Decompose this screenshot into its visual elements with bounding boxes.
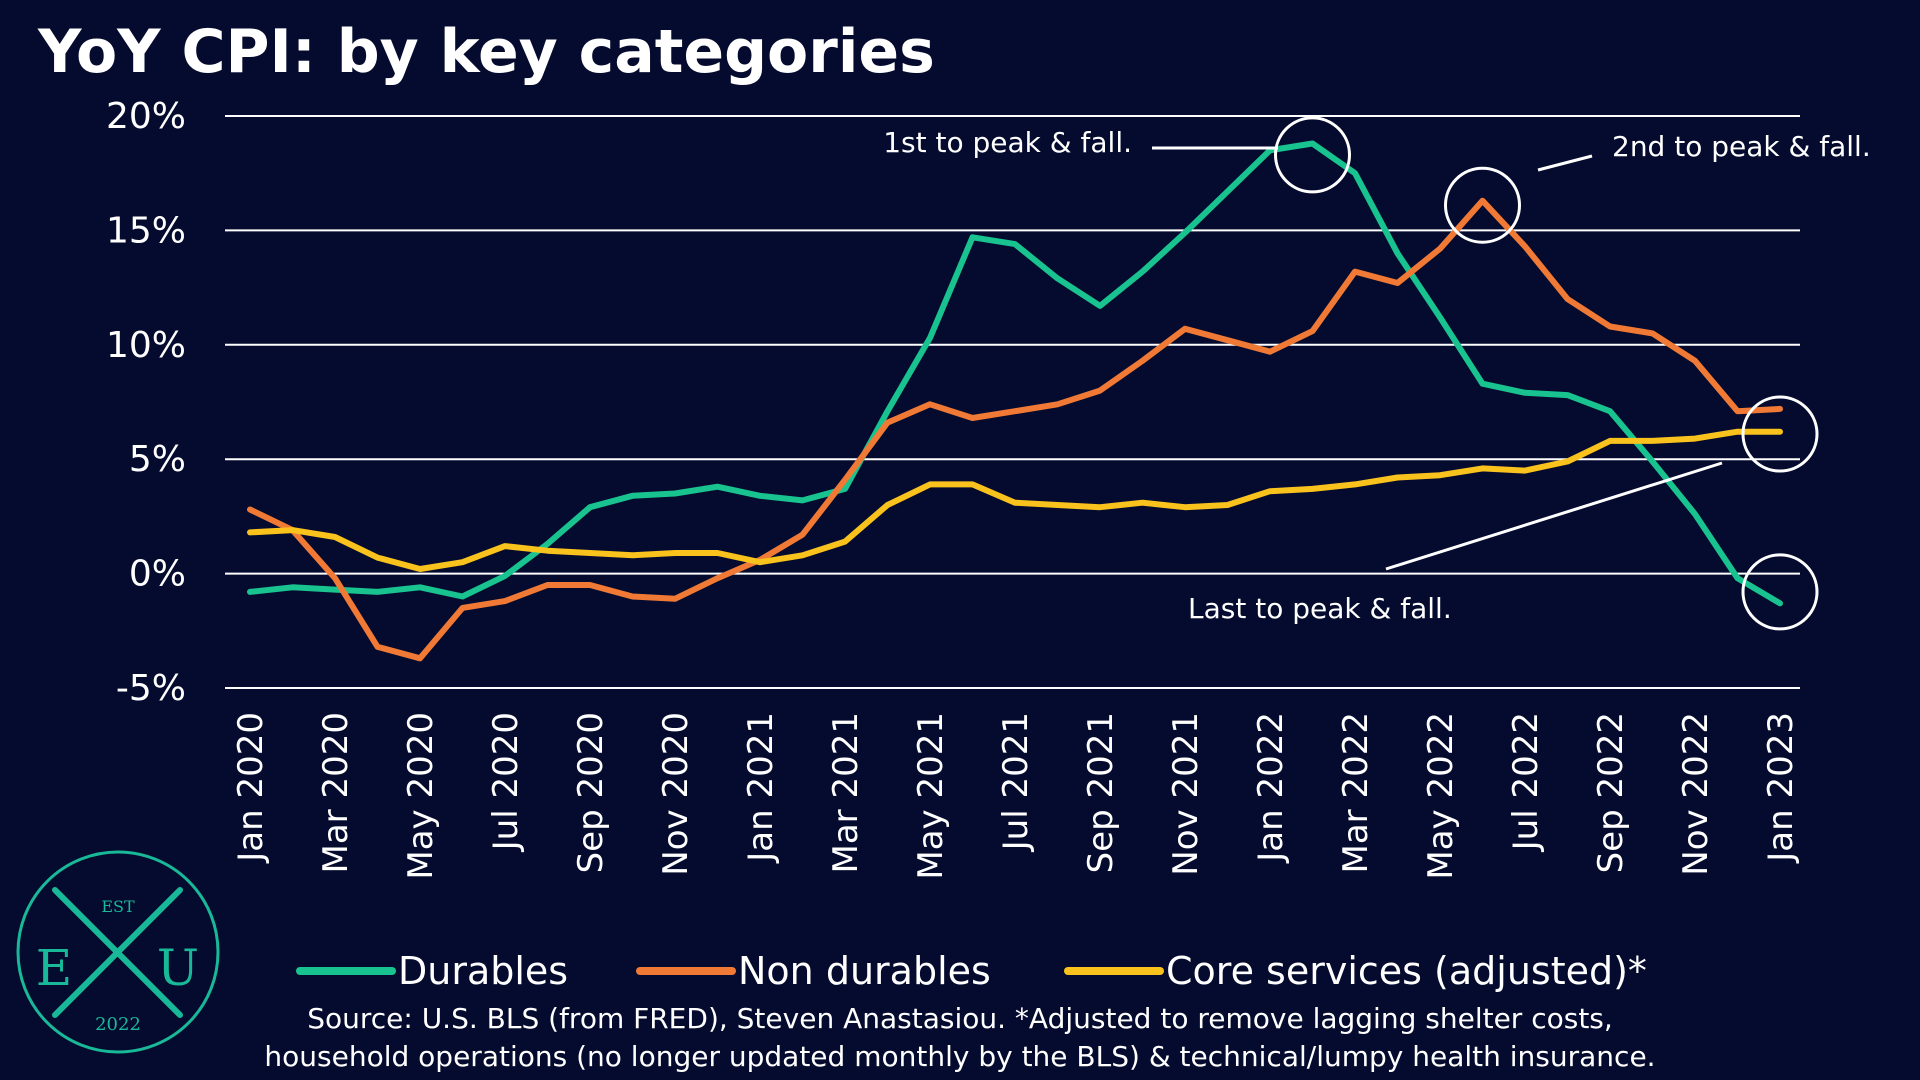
x-tick-label: May 2020 xyxy=(401,712,441,880)
x-tick-label: Sep 2021 xyxy=(1081,712,1121,873)
x-tick-label: Mar 2021 xyxy=(826,712,866,873)
logo: EST E U 2022 xyxy=(16,850,220,1054)
x-tick-label: Mar 2022 xyxy=(1336,712,1376,873)
x-tick-label: May 2022 xyxy=(1421,712,1461,880)
x-tick-label: Nov 2020 xyxy=(656,712,696,876)
annotation-circle-core-services-end xyxy=(1741,395,1819,473)
annotation-text-1st-peak: 1st to peak & fall. xyxy=(883,126,1132,159)
logo-cross-2 xyxy=(52,887,183,1018)
y-tick-label: 10% xyxy=(106,325,186,366)
x-tick-label: Mar 2020 xyxy=(316,712,356,873)
series-line-non-durables xyxy=(247,197,1783,662)
annotations: 1st to peak & fall. 2nd to peak & fall. La… xyxy=(883,116,1871,631)
series-line-core-services-adjusted xyxy=(247,428,1783,572)
logo-left-letter: E xyxy=(36,939,73,997)
x-tick-label: May 2021 xyxy=(911,712,951,880)
x-axis-ticks: Jan 2020 Mar 2020 May 2020 Jul 2020 Sep 2020… xyxy=(231,712,1801,880)
annotation-leader-2 xyxy=(1537,154,1593,172)
series-line-durables xyxy=(247,140,1783,607)
logo-top-text: EST xyxy=(101,897,135,916)
logo-year-text: 2022 xyxy=(95,1014,141,1035)
y-axis-ticks: 20% 15% 10% 5% 0% -5% xyxy=(106,96,186,709)
annotation-circle-durables-peak xyxy=(1274,116,1351,194)
source-line-2: household operations (no longer updated … xyxy=(264,1040,1655,1073)
annotation-circle-durables-end xyxy=(1741,553,1819,631)
legend: Durables Non durables Core services (adjus… xyxy=(296,949,1647,993)
x-tick-label: Jul 2020 xyxy=(486,712,526,852)
legend-label-core-services-adjusted: Core services (adjusted)* xyxy=(1166,949,1647,993)
x-tick-label: Sep 2020 xyxy=(571,712,611,873)
legend-label-non-durables: Non durables xyxy=(738,949,991,993)
gridlines xyxy=(225,115,1800,689)
x-tick-label: Jan 2022 xyxy=(1251,712,1291,864)
x-tick-label: Jan 2021 xyxy=(741,712,781,864)
x-tick-label: Jan 2023 xyxy=(1761,712,1801,864)
logo-ring xyxy=(16,850,220,1054)
legend-label-durables: Durables xyxy=(398,949,568,993)
y-tick-label: -5% xyxy=(116,668,186,709)
y-tick-label: 15% xyxy=(106,210,186,251)
chart-title: YoY CPI: by key categories xyxy=(37,17,935,87)
x-tick-label: Jul 2021 xyxy=(996,712,1036,852)
logo-right-letter: U xyxy=(157,939,199,997)
y-tick-label: 0% xyxy=(129,554,186,595)
x-tick-label: Sep 2022 xyxy=(1591,712,1631,873)
x-tick-label: Jul 2022 xyxy=(1506,712,1546,852)
x-tick-label: Nov 2021 xyxy=(1166,712,1206,876)
source-line-1: Source: U.S. BLS (from FRED), Steven Ana… xyxy=(307,1002,1613,1035)
y-tick-label: 20% xyxy=(106,96,186,137)
annotation-circle-nondurables-peak xyxy=(1444,166,1521,244)
annotation-text-2nd-peak: 2nd to peak & fall. xyxy=(1612,130,1871,163)
x-tick-label: Jan 2020 xyxy=(231,712,271,864)
y-tick-label: 5% xyxy=(129,439,186,480)
series-lines xyxy=(247,140,1783,662)
annotation-leader-3 xyxy=(1385,461,1723,571)
x-tick-label: Nov 2022 xyxy=(1676,712,1716,876)
annotation-text-last-peak: Last to peak & fall. xyxy=(1188,592,1452,625)
